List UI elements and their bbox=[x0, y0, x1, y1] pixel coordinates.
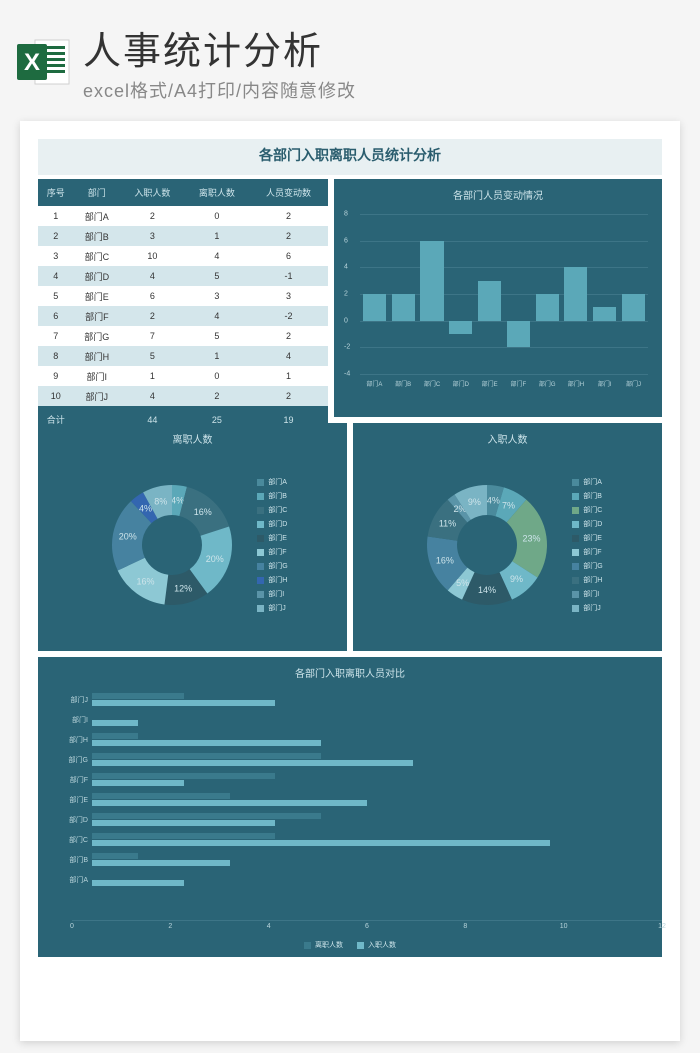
hires-title: 入职人数 bbox=[353, 423, 662, 450]
svg-text:16%: 16% bbox=[194, 507, 212, 517]
legend-item: 离职人数 bbox=[304, 940, 343, 950]
legend-item: 部门D bbox=[572, 519, 602, 529]
legend-item: 部门A bbox=[572, 477, 602, 487]
dept-table: 序号部门入职人数离职人数人员变动数 1部门A2022部门B3123部门C1046… bbox=[38, 179, 328, 433]
table-header: 入职人数 bbox=[120, 179, 184, 206]
svg-text:4%: 4% bbox=[487, 495, 500, 505]
table-header: 序号 bbox=[38, 179, 73, 206]
table-header: 人员变动数 bbox=[249, 179, 328, 206]
legend-item: 部门E bbox=[257, 533, 287, 543]
legend-item: 部门F bbox=[257, 547, 287, 557]
svg-text:16%: 16% bbox=[436, 556, 454, 566]
legend-item: 部门G bbox=[572, 561, 602, 571]
legend-item: 部门E bbox=[572, 533, 602, 543]
table-row: 5部门E633 bbox=[38, 286, 328, 306]
table-row: 6部门F24-2 bbox=[38, 306, 328, 326]
departures-legend: 部门A 部门B 部门C 部门D 部门E 部门F 部门G 部门H 部门I 部门J bbox=[257, 477, 287, 613]
svg-text:14%: 14% bbox=[478, 585, 496, 595]
table-row: 8部门H514 bbox=[38, 346, 328, 366]
hbar-row: 部门F bbox=[58, 770, 642, 790]
table-row: 10部门J422 bbox=[38, 386, 328, 406]
product-title: 人事统计分析 bbox=[83, 20, 685, 75]
hires-donut-panel: 入职人数 4%7%23%9%14%5%16%11%2%9% 部门A部门B部门C部… bbox=[353, 423, 662, 651]
legend-item: 部门I bbox=[572, 589, 602, 599]
legend-item: 部门J bbox=[257, 603, 287, 613]
svg-text:20%: 20% bbox=[119, 532, 137, 542]
hires-donut: 4%7%23%9%14%5%16%11%2%9% bbox=[412, 470, 562, 620]
legend-item: 部门G bbox=[257, 561, 287, 571]
table-row: 4部门D45-1 bbox=[38, 266, 328, 286]
svg-text:11%: 11% bbox=[439, 518, 456, 528]
legend-item: 部门B bbox=[257, 491, 287, 501]
hbar-row: 部门E bbox=[58, 790, 642, 810]
hbar-row: 部门G bbox=[58, 750, 642, 770]
variance-chart-title: 各部门人员变动情况 bbox=[334, 179, 662, 206]
hbar-row: 部门J bbox=[58, 690, 642, 710]
table-header: 离职人数 bbox=[185, 179, 249, 206]
svg-text:4%: 4% bbox=[171, 495, 184, 505]
legend-item: 部门J bbox=[572, 603, 602, 613]
table-total-row: 合计442519 bbox=[38, 406, 328, 433]
excel-icon: X bbox=[15, 34, 71, 90]
variance-chart-panel: 各部门人员变动情况 -4-202468部门A部门B部门C部门D部门E部门F部门G… bbox=[334, 179, 662, 417]
legend-item: 部门I bbox=[257, 589, 287, 599]
table-row: 2部门B312 bbox=[38, 226, 328, 246]
legend-item: 部门H bbox=[257, 575, 287, 585]
svg-text:5%: 5% bbox=[456, 578, 469, 588]
svg-text:20%: 20% bbox=[206, 554, 224, 564]
compare-legend: 离职人数 入职人数 bbox=[38, 940, 662, 950]
hbar-row: 部门H bbox=[58, 730, 642, 750]
svg-text:9%: 9% bbox=[510, 574, 523, 584]
product-header: X 人事统计分析 excel格式/A4打印/内容随意修改 bbox=[0, 0, 700, 113]
legend-item: 部门C bbox=[257, 505, 287, 515]
legend-item: 部门D bbox=[257, 519, 287, 529]
hbar-row: 部门B bbox=[58, 850, 642, 870]
hires-legend: 部门A 部门B 部门C 部门D 部门E 部门F 部门G 部门H 部门I 部门J bbox=[572, 477, 602, 613]
legend-item: 部门B bbox=[572, 491, 602, 501]
hbar-row: 部门A bbox=[58, 870, 642, 890]
svg-text:12%: 12% bbox=[174, 584, 192, 594]
svg-text:8%: 8% bbox=[155, 496, 168, 506]
table-row: 1部门A202 bbox=[38, 206, 328, 226]
page-title: 各部门入职离职人员统计分析 bbox=[38, 139, 662, 175]
compare-chart-panel: 各部门入职离职人员对比 部门J部门I部门H部门G部门F部门E部门D部门C部门B部… bbox=[38, 657, 662, 957]
legend-item: 部门F bbox=[572, 547, 602, 557]
departures-donut: 4%16%20%12%16%20%4%8% bbox=[97, 470, 247, 620]
hbar-row: 部门C bbox=[58, 830, 642, 850]
table-header: 部门 bbox=[73, 179, 120, 206]
legend-item: 入职人数 bbox=[357, 940, 396, 950]
departures-donut-panel: 离职人数 4%16%20%12%16%20%4%8% 部门A部门B部门C部门D部… bbox=[38, 423, 347, 651]
document-page: 各部门入职离职人员统计分析 序号部门入职人数离职人数人员变动数 1部门A2022… bbox=[20, 121, 680, 1041]
table-row: 3部门C1046 bbox=[38, 246, 328, 266]
svg-text:7%: 7% bbox=[502, 501, 515, 511]
svg-text:23%: 23% bbox=[523, 534, 541, 544]
table-row: 7部门G752 bbox=[38, 326, 328, 346]
legend-item: 部门C bbox=[572, 505, 602, 515]
legend-item: 部门H bbox=[572, 575, 602, 585]
data-table-panel: 序号部门入职人数离职人数人员变动数 1部门A2022部门B3123部门C1046… bbox=[38, 179, 328, 417]
table-row: 9部门I101 bbox=[38, 366, 328, 386]
hbar-row: 部门D bbox=[58, 810, 642, 830]
hbar-row: 部门I bbox=[58, 710, 642, 730]
svg-text:9%: 9% bbox=[468, 497, 481, 507]
product-subtitle: excel格式/A4打印/内容随意修改 bbox=[83, 77, 685, 103]
svg-text:16%: 16% bbox=[137, 576, 155, 586]
legend-item: 部门A bbox=[257, 477, 287, 487]
compare-title: 各部门入职离职人员对比 bbox=[38, 657, 662, 684]
svg-text:X: X bbox=[24, 49, 40, 76]
